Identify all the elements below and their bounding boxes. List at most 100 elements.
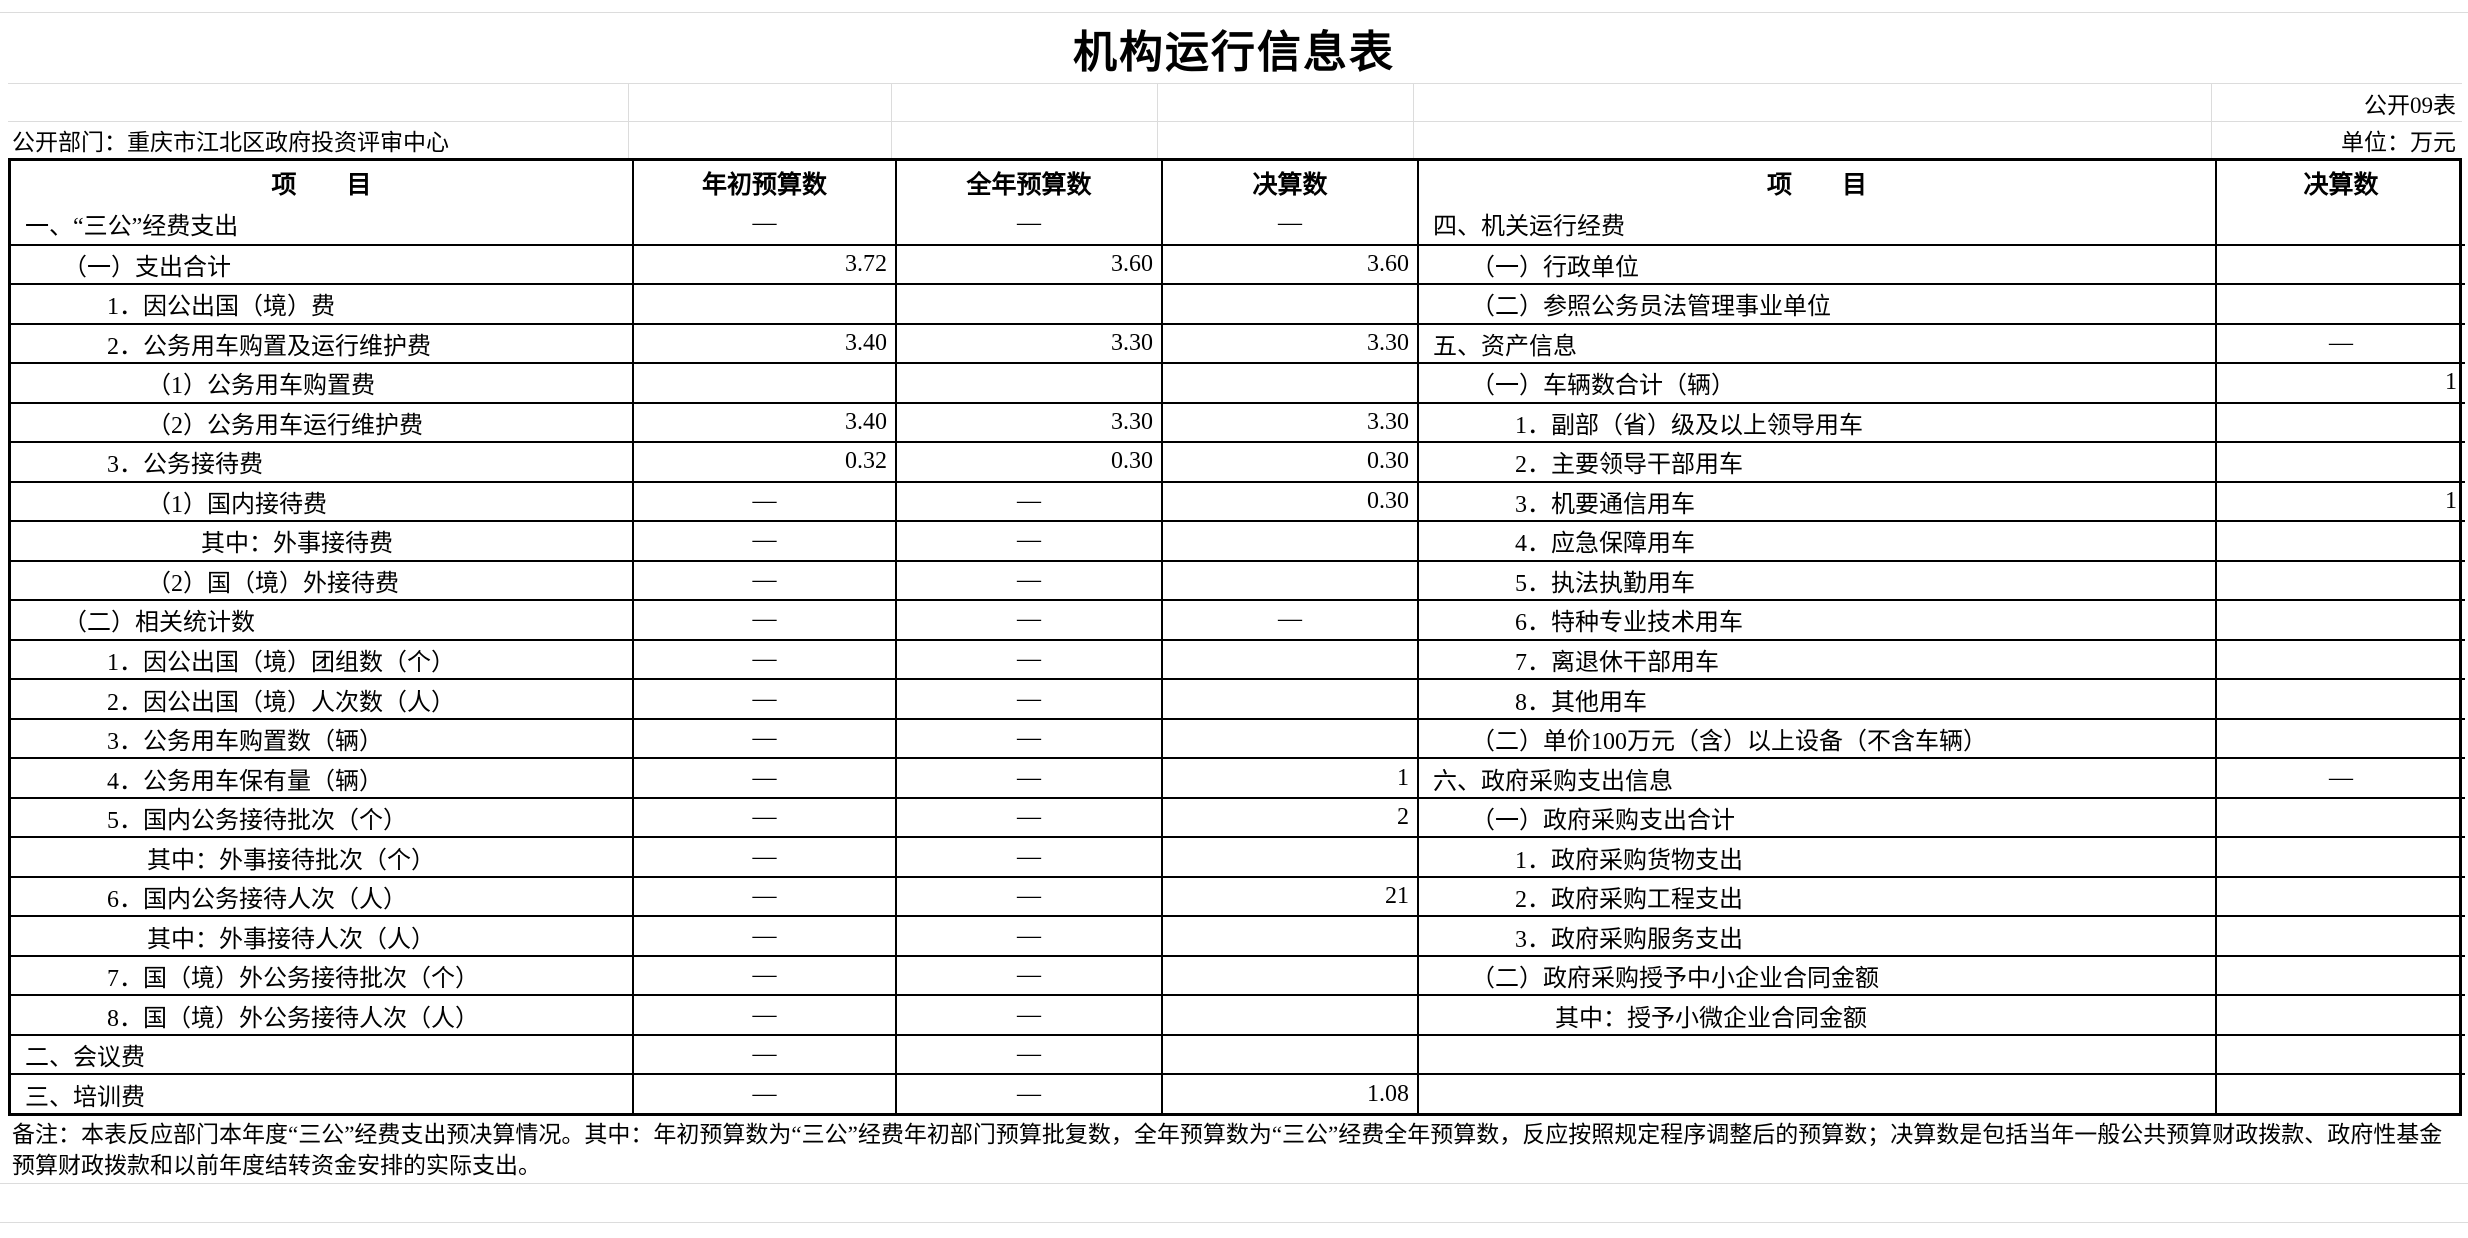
item-label-right: 2．主要领导干部用车 [1417, 443, 2215, 481]
value-cell-0: — [632, 917, 895, 955]
item-label-left: 三、培训费 [25, 1084, 145, 1111]
table-row: （1）公务用车购置费 （一）车辆数合计（辆） 1 [11, 362, 2465, 402]
col-header-final-left: 决算数 [1161, 161, 1417, 204]
value-cell-right [2215, 917, 2465, 955]
value-cell-2: 21 [1161, 877, 1417, 916]
value-cell-right [2215, 680, 2465, 718]
col-header-item-right: 项 目 [1417, 161, 2215, 204]
value-cell-0: — [632, 482, 895, 521]
item-label-left: 1．因公出国（境）团组数（个） [107, 649, 455, 676]
unit-label: 单位：万元 [2341, 130, 2456, 155]
meta-grid: 公开09表 公开部门：重庆市江北区政府投资评审中心 单位：万元 [8, 83, 2462, 158]
item-label-left: 一、“三公”经费支出 [25, 214, 239, 241]
value-cell-right [2215, 443, 2465, 481]
value-cell-right [2215, 996, 2465, 1034]
value-cell-1: — [895, 561, 1161, 600]
value-cell-1 [895, 285, 1161, 323]
value-cell-0: — [632, 996, 895, 1034]
item-label-left: 4．公务用车保有量（辆） [107, 768, 383, 795]
value-cell-right [2215, 798, 2465, 837]
item-label-right [1417, 1075, 2215, 1113]
item-label-left: 7．国（境）外公务接待批次（个） [107, 966, 479, 993]
table-row: （2）公务用车运行维护费 3.40 3.30 3.30 1．副部（省）级及以上领导用车 [11, 401, 2465, 442]
table-row: 其中：外事接待费 — — 4．应急保障用车 [11, 520, 2465, 560]
value-cell-0: — [632, 601, 895, 639]
value-cell-0 [632, 285, 895, 323]
value-cell-right [2215, 204, 2465, 244]
value-cell-0: — [632, 561, 895, 600]
table-row: 其中：外事接待批次（个） — — 1．政府采购货物支出 [11, 836, 2465, 876]
item-label-right: 3．机要通信用车 [1417, 482, 2215, 521]
value-cell-1: — [895, 838, 1161, 876]
value-cell-1 [895, 364, 1161, 402]
value-cell-2 [1161, 838, 1417, 876]
item-label-left: （1）公务用车购置费 [147, 373, 375, 400]
value-cell-2 [1161, 364, 1417, 402]
value-cell-2: 0.30 [1161, 482, 1417, 521]
item-label-left: 2．因公出国（境）人次数（人） [107, 689, 455, 716]
top-gridline [0, 0, 2468, 13]
item-label-right: 3．政府采购服务支出 [1417, 917, 2215, 955]
value-cell-1: — [895, 482, 1161, 521]
value-cell-right: — [2215, 324, 2465, 363]
value-cell-1: — [895, 877, 1161, 916]
main-table: 项 目 年初预算数 全年预算数 决算数 项 目 决算数 一、“三公”经费支出 — —… [8, 158, 2465, 1116]
item-label-left: （2）国（境）外接待费 [147, 570, 399, 597]
item-label-left: 其中：外事接待费 [201, 531, 393, 558]
value-cell-2: — [1161, 204, 1417, 244]
item-label-right: 1．副部（省）级及以上领导用车 [1417, 403, 2215, 442]
value-cell-2: 2 [1161, 798, 1417, 837]
value-cell-0: — [632, 956, 895, 995]
value-cell-0: — [632, 522, 895, 560]
value-cell-1: — [895, 917, 1161, 955]
value-cell-right [2215, 403, 2465, 442]
value-cell-2 [1161, 561, 1417, 600]
item-label-right: （二）单价100万元（含）以上设备（不含车辆） [1417, 719, 2215, 758]
value-cell-right: 1 [2215, 364, 2465, 402]
value-cell-0: 0.32 [632, 443, 895, 481]
value-cell-1: 0.30 [895, 443, 1161, 481]
item-label-right: 2．政府采购工程支出 [1417, 877, 2215, 916]
value-cell-2 [1161, 917, 1417, 955]
table-row: 2．公务用车购置及运行维护费 3.40 3.30 3.30 五、资产信息 — [11, 322, 2465, 363]
value-cell-right: 1 [2215, 482, 2465, 521]
item-label-left: （一）支出合计 [63, 254, 231, 281]
col-header-fullyear-budget: 全年预算数 [895, 161, 1161, 204]
value-cell-2 [1161, 522, 1417, 560]
table-header-row: 项 目 年初预算数 全年预算数 决算数 项 目 决算数 [11, 161, 2459, 204]
value-cell-1: — [895, 996, 1161, 1034]
value-cell-1: — [895, 601, 1161, 639]
department-unit-row: 公开部门：重庆市江北区政府投资评审中心 单位：万元 [8, 121, 2462, 158]
item-label-right: 7．离退休干部用车 [1417, 640, 2215, 679]
item-label-left: 5．国内公务接待批次（个） [107, 808, 407, 835]
item-label-left: 3．公务接待费 [107, 452, 263, 479]
value-cell-1: — [895, 680, 1161, 718]
value-cell-0: — [632, 640, 895, 679]
value-cell-right [2215, 1075, 2465, 1113]
item-label-right: 四、机关运行经费 [1417, 204, 2215, 244]
value-cell-right [2215, 522, 2465, 560]
item-label-right: 其中：授予小微企业合同金额 [1417, 996, 2215, 1034]
item-label-right: （二）参照公务员法管理事业单位 [1417, 285, 2215, 323]
value-cell-2 [1161, 719, 1417, 758]
col-header-initial-budget: 年初预算数 [632, 161, 895, 204]
table-row: 7．国（境）外公务接待批次（个） — — （二）政府采购授予中小企业合同金额 [11, 954, 2465, 995]
value-cell-right [2215, 245, 2465, 284]
item-label-right: （一）政府采购支出合计 [1417, 798, 2215, 837]
item-label-right: 6．特种专业技术用车 [1417, 601, 2215, 639]
value-cell-2 [1161, 956, 1417, 995]
item-label-right: 5．执法执勤用车 [1417, 561, 2215, 600]
value-cell-2: 0.30 [1161, 443, 1417, 481]
item-label-right: （二）政府采购授予中小企业合同金额 [1417, 956, 2215, 995]
value-cell-2: 1 [1161, 759, 1417, 797]
value-cell-0: — [632, 719, 895, 758]
value-cell-0: — [632, 680, 895, 718]
value-cell-2 [1161, 680, 1417, 718]
value-cell-1: — [895, 204, 1161, 244]
table-row: （1）国内接待费 — —0.30 3．机要通信用车 1 [11, 480, 2465, 521]
item-label-right: （一）行政单位 [1417, 245, 2215, 284]
table-row: 8．国（境）外公务接待人次（人） — — 其中：授予小微企业合同金额 [11, 994, 2465, 1034]
bottom-gridlines [0, 1183, 2468, 1223]
value-cell-0: — [632, 1035, 895, 1074]
